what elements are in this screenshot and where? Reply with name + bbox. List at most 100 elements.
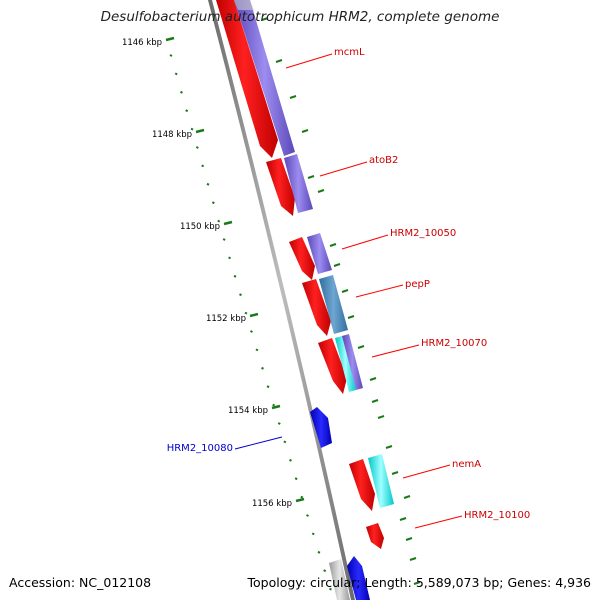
cog-band (342, 334, 363, 390)
gc-dash (413, 581, 421, 585)
gene-arrow-HRM2_10070 (318, 338, 347, 394)
reverse-strand-genes (310, 407, 370, 600)
ruler-minor-tick (201, 164, 205, 168)
ruler-minor-tick (289, 458, 292, 462)
ruler-minor-tick (294, 477, 298, 481)
gene-label-leader (234, 436, 283, 450)
ruler-tick-label: 1152 kbp (206, 314, 246, 324)
gene-label-HRM2_10080: HRM2_10080 (167, 443, 233, 454)
cog-band (368, 454, 394, 508)
gc-dash (261, 17, 269, 21)
cog-category-bands (234, 0, 394, 600)
cog-band (319, 275, 348, 334)
ruler-minor-tick (211, 201, 215, 205)
cog-band (234, 0, 254, 10)
ruler-minor-tick (255, 348, 259, 352)
gene-label-leader (402, 464, 451, 479)
ruler-minor-tick (190, 127, 194, 131)
gene-labels: mcmL atoB2 HRM2_10050 pepP HRM2_10070 HRM2_10… (167, 47, 530, 529)
ruler-major-tick (249, 312, 259, 318)
ruler-minor-tick (300, 495, 304, 499)
ruler-minor-tick (323, 569, 327, 573)
ruler-minor-tick (174, 72, 178, 76)
length-label: Length: (364, 575, 412, 590)
ruler-tick-label: 1154 kbp (228, 406, 268, 416)
gc-dash (403, 495, 411, 499)
gc-dash (329, 243, 337, 247)
ruler-tick-label: 1146 kbp (122, 38, 162, 48)
gene-label-leader (355, 284, 404, 298)
gene-label-leader (285, 53, 333, 69)
gene-label-mcmL: mcmL (334, 47, 365, 58)
gc-dash (307, 175, 315, 179)
gene-label-HRM2_10100: HRM2_10100 (464, 510, 530, 521)
gc-dash (391, 471, 399, 475)
gene-label-nemA: nemA (452, 459, 481, 470)
ruler-minor-tick (311, 532, 315, 536)
ruler-minor-tick (185, 109, 189, 113)
gc-content-dashes (261, 17, 421, 585)
accession-label: Accession: (9, 575, 76, 590)
gene-arrow-mcmL (216, 0, 278, 158)
ruler-minor-tick (180, 90, 183, 94)
genes-label: Genes: (507, 575, 552, 590)
gene-label-atoB2: atoB2 (369, 155, 398, 166)
gc-dash (371, 399, 379, 403)
gc-dash (347, 315, 355, 319)
cog-band (284, 154, 313, 213)
ruler-minor-tick (261, 366, 264, 370)
genome-stats: Topology: circular; Length: 5,589,073 bp; Ge… (247, 575, 591, 590)
gc-dash (341, 289, 349, 293)
gc-dash (385, 445, 393, 449)
gene-label-HRM2_10070: HRM2_10070 (421, 338, 487, 349)
gene-arrow-reverse-bottom (347, 556, 370, 600)
genome-backbone (208, 0, 355, 600)
gc-dash (301, 129, 309, 133)
ruler-minor-tick (329, 587, 332, 591)
gc-dash (399, 517, 407, 521)
gene-arrow-HRM2_10050 (289, 237, 315, 280)
gene-label-leader (319, 161, 368, 177)
ruler-minor-tick (228, 256, 232, 260)
ruler-minor-tick (317, 550, 321, 554)
ruler-major-tick (195, 128, 205, 134)
length-value: 5,589,073 bp; (415, 575, 504, 590)
gc-dash (317, 189, 325, 193)
gc-dash (333, 263, 341, 267)
ruler-minor-tick (233, 274, 237, 278)
ruler-minor-tick (266, 385, 270, 389)
ruler-minor-tick (169, 54, 173, 57)
ruler-minor-tick (217, 219, 221, 223)
ruler-minor-tick (239, 293, 242, 297)
cog-band (234, 0, 295, 156)
cog-band (335, 336, 356, 392)
ruler-minor-tick (277, 422, 281, 425)
page-title: Desulfobacterium autotrophicum HRM2, com… (100, 9, 500, 25)
gene-label-HRM2_10050: HRM2_10050 (390, 228, 456, 239)
gc-dash (405, 537, 413, 541)
genes-value: 4,936 (555, 575, 591, 590)
ruler-minor-tick (306, 514, 309, 517)
cog-band (329, 559, 350, 600)
accession-value: NC_012108 (79, 575, 152, 590)
ruler-major-tick (295, 497, 305, 503)
gc-dash (369, 377, 377, 381)
ruler-minor-tick (272, 403, 276, 407)
ruler-minor-tick (283, 440, 287, 444)
gene-arrow-pepP (302, 279, 331, 336)
gc-dash (275, 59, 283, 63)
ruler-minor-tick (244, 311, 248, 315)
ruler-major-tick (165, 36, 175, 42)
accession-info: Accession: NC_012108 (9, 575, 151, 590)
ruler-major-tick (223, 220, 233, 226)
ruler-tick-label: 1148 kbp (152, 130, 192, 140)
topology-label: Topology: (247, 575, 306, 590)
topology-value: circular; (309, 575, 361, 590)
gene-arrow-atoB2 (266, 158, 295, 216)
ruler-minor-tick (250, 330, 253, 333)
ruler-minor-tick (206, 182, 210, 186)
ruler-tick-label: 1150 kbp (180, 222, 220, 232)
ruler-minor-tick (222, 238, 226, 241)
gene-arrow-nemA (349, 459, 375, 511)
